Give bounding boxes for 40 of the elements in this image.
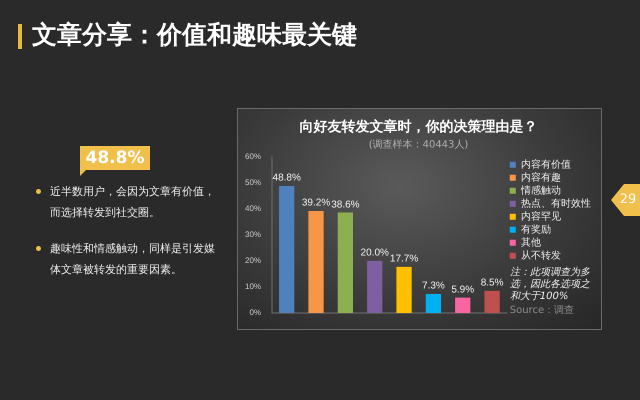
y-tick-label: 40%: [244, 204, 262, 214]
bar: [338, 212, 353, 313]
legend-label: 内容罕见: [520, 210, 561, 222]
y-tick-label: 50%: [244, 178, 262, 188]
bar: [367, 260, 382, 313]
legend-label: 内容有趣: [520, 171, 561, 184]
bar: [426, 294, 442, 313]
y-tick-label: 0%: [249, 308, 262, 318]
bar: [455, 298, 470, 313]
legend-label: 情感触动: [520, 184, 561, 196]
text: 注：此项调查为多选，因此各选项之和大于100%: [510, 266, 591, 303]
legend-label: 其他: [520, 236, 541, 248]
bar: [308, 210, 324, 313]
text: 29: [618, 192, 638, 208]
data-label: 39.2%: [302, 198, 330, 209]
y-tick-label: 30%: [244, 230, 262, 240]
legend-label: 有奖励: [520, 223, 551, 236]
y-tick-label: 20%: [244, 256, 262, 266]
data-label: 48.8%: [272, 172, 301, 184]
y-tick-label: 60%: [244, 152, 262, 162]
bar: [279, 186, 294, 313]
text: 趣味性和情感触动，同样是引发媒体文章被转发的重要因素。: [50, 241, 216, 278]
data-label: 17.7%: [390, 254, 418, 265]
chart-subtitle: (调查样本：40443人): [368, 138, 468, 150]
data-label: 7.3%: [422, 280, 445, 292]
y-tick-label: 10%: [244, 282, 262, 292]
chart-title: 向好友转发文章时，你的决策理由是？: [300, 118, 538, 136]
bar: [396, 266, 412, 313]
data-label: 20.0%: [360, 248, 389, 259]
legend-label: 内容有价值: [520, 158, 571, 170]
bar: [484, 290, 500, 313]
data-label: 38.6%: [331, 199, 360, 210]
data-label: 5.9%: [451, 284, 474, 296]
text: 近半数用户，会因为文章有价值，而选择转发到社交圈。: [50, 184, 216, 221]
data-label: 8.5%: [480, 278, 504, 289]
legend-label: 从不转发: [520, 249, 561, 262]
legend-label: 热点、有时效性: [520, 197, 591, 210]
text: 文章分享：价值和趣味最关键: [32, 19, 357, 51]
source-note: Source：调查: [510, 304, 576, 317]
text: 48.8%: [80, 148, 150, 168]
